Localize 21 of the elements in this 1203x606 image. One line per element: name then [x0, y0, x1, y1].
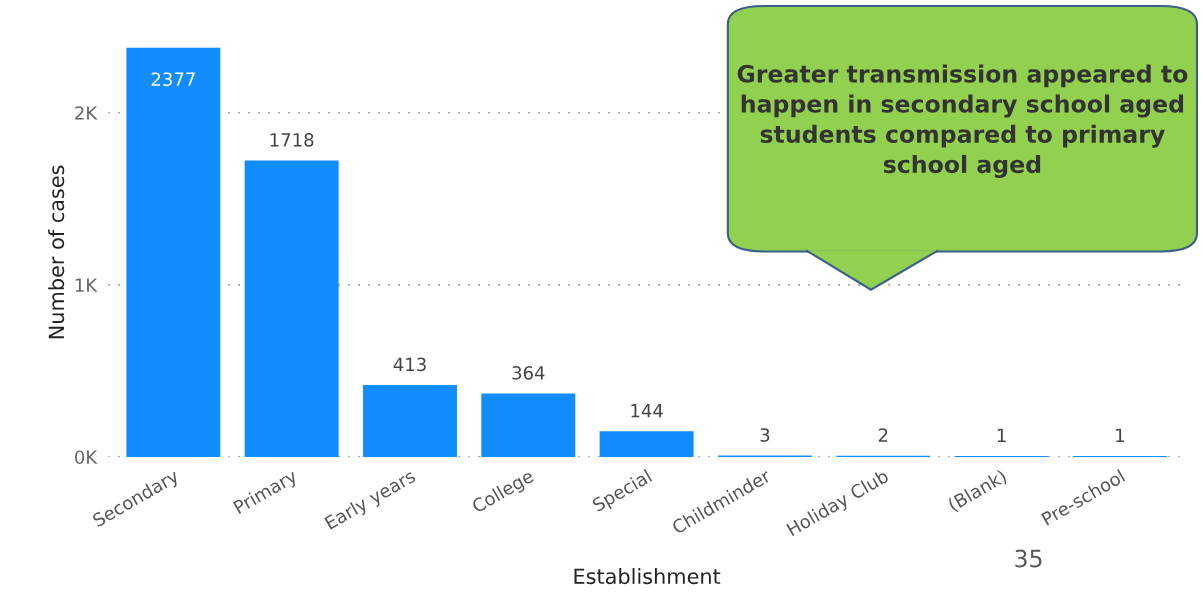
data-label: 1	[997, 428, 1006, 442]
bar	[481, 393, 576, 457]
y-tick-label: 2K	[75, 106, 98, 120]
x-axis-title: Establishment	[574, 568, 721, 585]
bar	[362, 385, 457, 457]
data-label: 364	[512, 366, 545, 380]
bar	[126, 47, 221, 457]
bar	[599, 431, 694, 457]
text: 35	[1015, 549, 1042, 568]
bar	[244, 160, 339, 457]
data-label: 3	[760, 428, 770, 442]
y-axis-title: Number of cases	[48, 165, 65, 339]
data-label: 1718	[270, 133, 314, 147]
y-tick-label: 0K	[75, 450, 98, 465]
data-label: 1	[1116, 428, 1124, 442]
annotation: Greater transmission appeared to happen in secondary school aged students compared to primary school aged	[737, 64, 1188, 178]
data-label: 413	[393, 357, 426, 372]
data-label: 2377	[151, 72, 195, 87]
data-label: 144	[631, 404, 663, 418]
y-tick-label: 1K	[75, 278, 98, 292]
data-label: 2	[878, 428, 888, 442]
